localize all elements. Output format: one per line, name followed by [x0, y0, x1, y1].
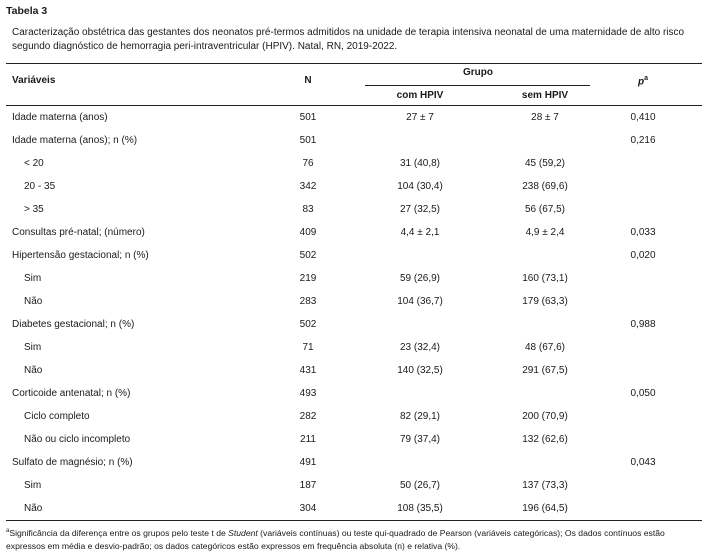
com-cell: 104 (30,4) — [397, 181, 443, 192]
com-cell: 104 (36,7) — [397, 296, 443, 307]
header-variable: Variáveis — [12, 75, 56, 86]
sub-variable: Não ou ciclo incompleto — [24, 434, 131, 445]
p-mark: a — [644, 75, 649, 82]
p-cell: 0,988 — [630, 319, 656, 330]
com-cell: 4,4 ± 2,1 — [400, 227, 440, 238]
p-cell: 0,410 — [630, 112, 656, 123]
table-title: Tabela 3 — [6, 5, 48, 17]
n-cell: 502 — [299, 319, 317, 330]
variable: Hipertensão gestacional; n (%) — [12, 250, 149, 261]
sem-cell: 160 (73,1) — [522, 273, 568, 284]
caption: Caracterização obstétrica das gestantes … — [12, 27, 685, 52]
n-cell: 502 — [299, 250, 317, 261]
n-cell: 83 — [302, 204, 314, 215]
com-cell: 82 (29,1) — [399, 411, 441, 422]
header-p: pa — [638, 75, 648, 87]
rule — [365, 85, 590, 86]
variable: Sulfato de magnésio; n (%) — [12, 457, 133, 468]
sem-cell: 56 (67,5) — [524, 204, 566, 215]
rule — [6, 105, 702, 106]
p-cell: 0,216 — [630, 135, 656, 146]
variable: Idade materna (anos); n (%) — [12, 135, 138, 146]
sub-variable: Sim — [24, 342, 42, 353]
sem-cell: 132 (62,6) — [522, 434, 568, 445]
sub-variable: > 35 — [24, 204, 44, 215]
header-com: com HPIV — [396, 90, 444, 101]
n-cell: 76 — [302, 158, 314, 169]
n-cell: 501 — [299, 135, 317, 146]
sem-cell: 238 (69,6) — [522, 181, 568, 192]
n-cell: 283 — [299, 296, 317, 307]
sub-variable: Não — [24, 296, 43, 307]
sub-variable: Sim — [24, 273, 42, 284]
n-cell: 304 — [299, 503, 317, 514]
com-cell: 108 (35,5) — [397, 503, 443, 514]
sem-cell: 196 (64,5) — [522, 503, 568, 514]
footnote-mark: a — [6, 528, 10, 534]
n-cell: 493 — [299, 388, 317, 399]
p-cell: 0,020 — [630, 250, 656, 261]
sem-cell: 291 (67,5) — [522, 365, 568, 376]
sem-cell: 28 ± 7 — [531, 112, 559, 123]
n-cell: 501 — [299, 112, 317, 123]
com-cell: 59 (26,9) — [399, 273, 441, 284]
footnote-italic: Student — [228, 527, 258, 538]
variable: Idade materna (anos) — [12, 112, 108, 123]
p-cell: 0,050 — [630, 388, 656, 399]
variable: Consultas pré-natal; (número) — [12, 227, 145, 238]
header-group: Grupo — [463, 67, 493, 78]
n-cell: 491 — [299, 457, 317, 468]
com-cell: 27 (32,5) — [399, 204, 441, 215]
n-cell: 211 — [300, 434, 316, 445]
n-cell: 282 — [299, 411, 317, 422]
variable: Corticoide antenatal; n (%) — [12, 388, 131, 399]
n-cell: 342 — [299, 181, 317, 192]
com-cell: 50 (26,7) — [399, 480, 441, 491]
n-cell: 219 — [299, 273, 317, 284]
sub-variable: Não — [24, 365, 43, 376]
n-cell: 431 — [299, 365, 317, 376]
sub-variable: 20 - 35 — [24, 181, 56, 192]
sem-cell: 179 (63,3) — [522, 296, 568, 307]
footnote-text: Significância da diferença entre os grup… — [9, 527, 229, 538]
footnote: aSignificância da diferença entre os gru… — [6, 525, 702, 553]
n-cell: 71 — [302, 342, 314, 353]
com-cell: 79 (37,4) — [399, 434, 441, 445]
com-cell: 31 (40,8) — [399, 158, 441, 169]
footnote-text: (variáveis contínuas) ou teste qui-quadr… — [6, 527, 665, 551]
sem-cell: 45 (59,2) — [524, 158, 566, 169]
sub-variable: < 20 — [24, 158, 44, 169]
n-cell: 409 — [299, 227, 317, 238]
rule — [6, 520, 702, 521]
sub-variable: Ciclo completo — [24, 411, 90, 422]
p-cell: 0,033 — [630, 227, 656, 238]
sub-variable: Sim — [24, 480, 42, 491]
sub-variable: Não — [24, 503, 43, 514]
header-n: N — [304, 75, 312, 86]
p-cell: 0,043 — [630, 457, 656, 468]
com-cell: 23 (32,4) — [399, 342, 441, 353]
sem-cell: 48 (67,6) — [524, 342, 566, 353]
sem-cell: 200 (70,9) — [522, 411, 568, 422]
n-cell: 187 — [299, 480, 317, 491]
sem-cell: 137 (73,3) — [522, 480, 568, 491]
com-cell: 140 (32,5) — [397, 365, 443, 376]
header-sem: sem HPIV — [521, 90, 569, 101]
sem-cell: 4,9 ± 2,4 — [525, 227, 565, 238]
p-label: p — [637, 76, 645, 88]
variable: Diabetes gestacional; n (%) — [12, 319, 135, 330]
rule — [6, 63, 702, 64]
com-cell: 27 ± 7 — [406, 112, 434, 123]
